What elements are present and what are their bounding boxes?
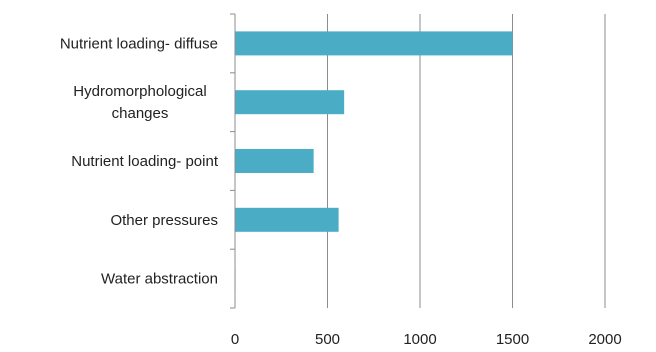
bars <box>235 31 513 291</box>
x-tick-label-1000: 1000 <box>403 331 436 348</box>
category-label-1: Hydromorphological changes <box>73 83 206 122</box>
x-tick-label-2000: 2000 <box>588 331 621 348</box>
x-tick-label-0: 0 <box>231 331 239 348</box>
category-label-2: Nutrient loading- point <box>71 153 219 170</box>
bar-3 <box>235 207 339 232</box>
category-label-0: Nutrient loading- diffuse <box>60 35 218 52</box>
x-tick-label-1500: 1500 <box>496 331 529 348</box>
bar-0 <box>235 31 513 56</box>
bar-1 <box>235 90 345 115</box>
bar-2 <box>235 149 314 173</box>
category-label-3: Other pressures <box>110 212 218 229</box>
x-tick-labels: 0 500 1000 1500 2000 <box>231 331 622 348</box>
x-tick-label-500: 500 <box>315 331 340 348</box>
category-label-4: Water abstraction <box>101 271 218 288</box>
y-axis <box>230 13 236 309</box>
category-labels: Nutrient loading- diffuse Hydromorphologi… <box>60 35 219 287</box>
gridlines <box>327 14 606 308</box>
